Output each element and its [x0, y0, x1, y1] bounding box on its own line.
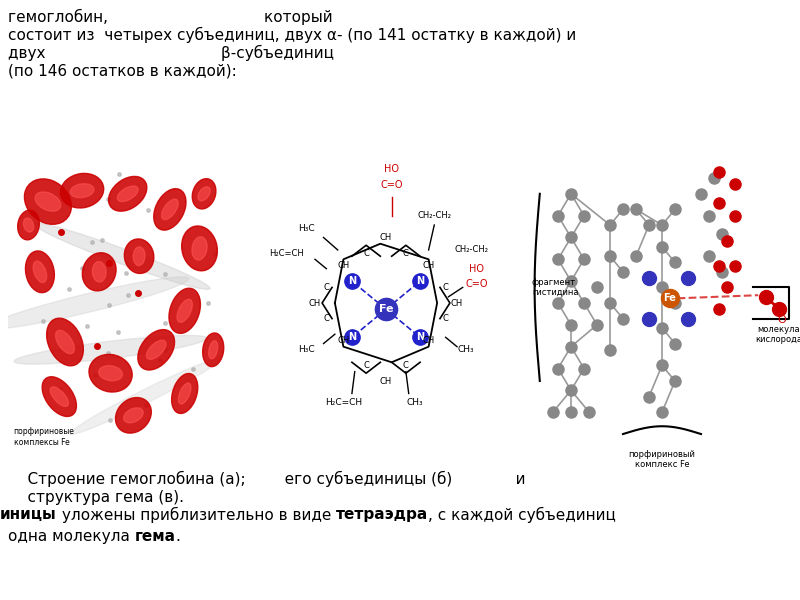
Ellipse shape — [25, 179, 71, 224]
Text: C: C — [442, 283, 449, 292]
Ellipse shape — [192, 179, 216, 209]
Ellipse shape — [172, 373, 198, 413]
Ellipse shape — [55, 330, 74, 354]
Ellipse shape — [178, 383, 191, 404]
Ellipse shape — [124, 408, 143, 423]
Text: CH₃: CH₃ — [458, 345, 474, 354]
Text: O: O — [778, 316, 786, 325]
Ellipse shape — [169, 288, 201, 334]
Ellipse shape — [133, 247, 145, 266]
Ellipse shape — [82, 253, 116, 291]
Text: N: N — [348, 276, 356, 286]
Text: Fe: Fe — [663, 293, 676, 304]
Ellipse shape — [109, 176, 147, 211]
Text: уложены приблизительно в виде: уложены приблизительно в виде — [57, 507, 336, 523]
Ellipse shape — [61, 173, 104, 208]
Ellipse shape — [209, 341, 218, 359]
Ellipse shape — [202, 333, 224, 367]
Ellipse shape — [89, 355, 132, 392]
Ellipse shape — [26, 251, 54, 293]
Ellipse shape — [14, 335, 207, 364]
Text: CH: CH — [338, 336, 350, 345]
Ellipse shape — [177, 299, 192, 322]
Text: CH₂-CH₂: CH₂-CH₂ — [454, 245, 488, 254]
Ellipse shape — [118, 186, 138, 202]
Text: CH: CH — [380, 233, 392, 242]
Ellipse shape — [162, 199, 178, 220]
Ellipse shape — [33, 261, 46, 283]
Text: H₃C: H₃C — [298, 224, 314, 233]
Text: .: . — [176, 529, 181, 544]
Text: HO: HO — [470, 264, 484, 274]
Text: N: N — [348, 332, 356, 343]
Ellipse shape — [50, 387, 69, 406]
Text: порфириновые
комплексы Fe: порфириновые комплексы Fe — [14, 427, 74, 446]
Text: CH: CH — [451, 298, 463, 307]
Text: одна молекула: одна молекула — [8, 529, 134, 544]
Text: Fe: Fe — [378, 304, 394, 314]
Ellipse shape — [34, 223, 210, 289]
Text: CH: CH — [380, 377, 392, 385]
Ellipse shape — [138, 329, 174, 370]
Text: CH₂-CH₂: CH₂-CH₂ — [418, 211, 451, 220]
Ellipse shape — [18, 210, 39, 240]
Text: CH: CH — [338, 261, 350, 270]
Text: фрагмент
гистидина: фрагмент гистидина — [532, 278, 578, 297]
Text: N: N — [416, 332, 424, 343]
Ellipse shape — [92, 262, 106, 282]
Text: C: C — [323, 314, 330, 323]
Text: C: C — [323, 283, 330, 292]
Text: порфириновый
комплекс Fe: порфириновый комплекс Fe — [629, 449, 695, 469]
Text: H₂C=CH: H₂C=CH — [270, 248, 304, 257]
Ellipse shape — [0, 277, 189, 329]
Text: гемоглобин,                                который: гемоглобин, который — [8, 9, 333, 25]
Text: CH: CH — [309, 298, 321, 307]
Text: C=O: C=O — [466, 280, 488, 289]
Text: C: C — [403, 248, 409, 257]
Text: , с каждой субъединиц: , с каждой субъединиц — [428, 507, 616, 523]
Text: двух                                    β-субъединиц: двух β-субъединиц — [8, 45, 334, 61]
Text: CH₃: CH₃ — [406, 398, 422, 407]
Ellipse shape — [35, 192, 61, 211]
Text: CH: CH — [422, 336, 434, 345]
Text: C: C — [363, 248, 369, 257]
Text: H₃C: H₃C — [298, 345, 314, 354]
Ellipse shape — [115, 398, 151, 433]
Ellipse shape — [154, 188, 186, 230]
Text: иницы: иницы — [0, 507, 57, 522]
Text: C: C — [442, 314, 449, 323]
Text: C: C — [403, 361, 409, 370]
Ellipse shape — [146, 340, 166, 359]
Ellipse shape — [70, 359, 220, 434]
Ellipse shape — [182, 226, 218, 271]
Ellipse shape — [42, 377, 77, 416]
Ellipse shape — [98, 365, 122, 381]
Text: CH: CH — [422, 261, 434, 270]
Ellipse shape — [192, 237, 207, 260]
Text: C=O: C=O — [381, 179, 403, 190]
Ellipse shape — [46, 318, 83, 366]
Ellipse shape — [23, 218, 34, 232]
Text: (по 146 остатков в каждой):: (по 146 остатков в каждой): — [8, 63, 237, 78]
Text: структура гема (в).: структура гема (в). — [8, 490, 184, 505]
Text: тетраэдра: тетраэдра — [336, 507, 428, 522]
Text: HO: HO — [384, 164, 399, 174]
Ellipse shape — [70, 184, 94, 197]
Text: N: N — [416, 276, 424, 286]
Text: гема: гема — [134, 529, 176, 544]
Text: состоит из  четырех субъединиц, двух α- (по 141 остатку в каждой) и: состоит из четырех субъединиц, двух α- (… — [8, 27, 576, 43]
Ellipse shape — [124, 239, 154, 274]
Text: C: C — [363, 361, 369, 370]
Ellipse shape — [198, 187, 210, 201]
Text: Строение гемоглобина (а);        его субъединицы (б)             и: Строение гемоглобина (а); его субъединиц… — [8, 471, 526, 487]
Text: H₂C=CH: H₂C=CH — [325, 398, 362, 407]
Text: молекула
кислорода: молекула кислорода — [755, 325, 800, 344]
